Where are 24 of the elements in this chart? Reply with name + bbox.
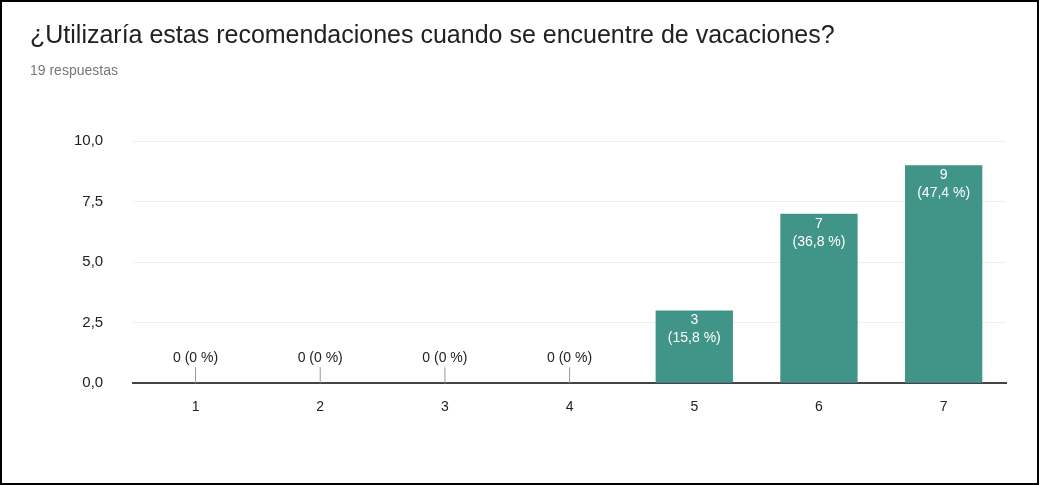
chart-title: ¿Utilizaría estas recomendaciones cuando se encuentre de vacaciones?	[30, 20, 835, 49]
x-tick-label: 1	[191, 398, 200, 415]
x-tick-label: 2	[316, 398, 325, 415]
x-tick-label: 6	[815, 398, 824, 415]
data-label: 0 (0 %)	[172, 349, 219, 366]
bar	[655, 310, 733, 383]
x-tick-label: 3	[441, 398, 450, 415]
data-label: 0 (0 %)	[297, 349, 343, 366]
data-label: 9 (47,4 %)	[917, 166, 971, 201]
x-tick-label: 4	[565, 398, 574, 415]
y-tick-label: 0,0	[82, 373, 104, 391]
y-tick-label: 10,0	[73, 131, 104, 149]
data-label: 3 (15,8 %)	[667, 311, 721, 346]
y-tick-label: 2,5	[82, 312, 104, 330]
bar	[905, 165, 983, 383]
y-tick-label: 5,0	[82, 252, 104, 270]
data-label: 0 (0 %)	[422, 349, 468, 366]
bar	[780, 213, 858, 383]
y-tick-label: 7,5	[82, 191, 104, 209]
data-label: 0 (0 %)	[547, 349, 593, 366]
chart-subtitle: 19 respuestas	[30, 62, 118, 78]
data-label: 7 (36,8 %)	[792, 214, 846, 249]
x-tick-label: 5	[690, 398, 699, 415]
x-tick-label: 7	[939, 398, 948, 415]
